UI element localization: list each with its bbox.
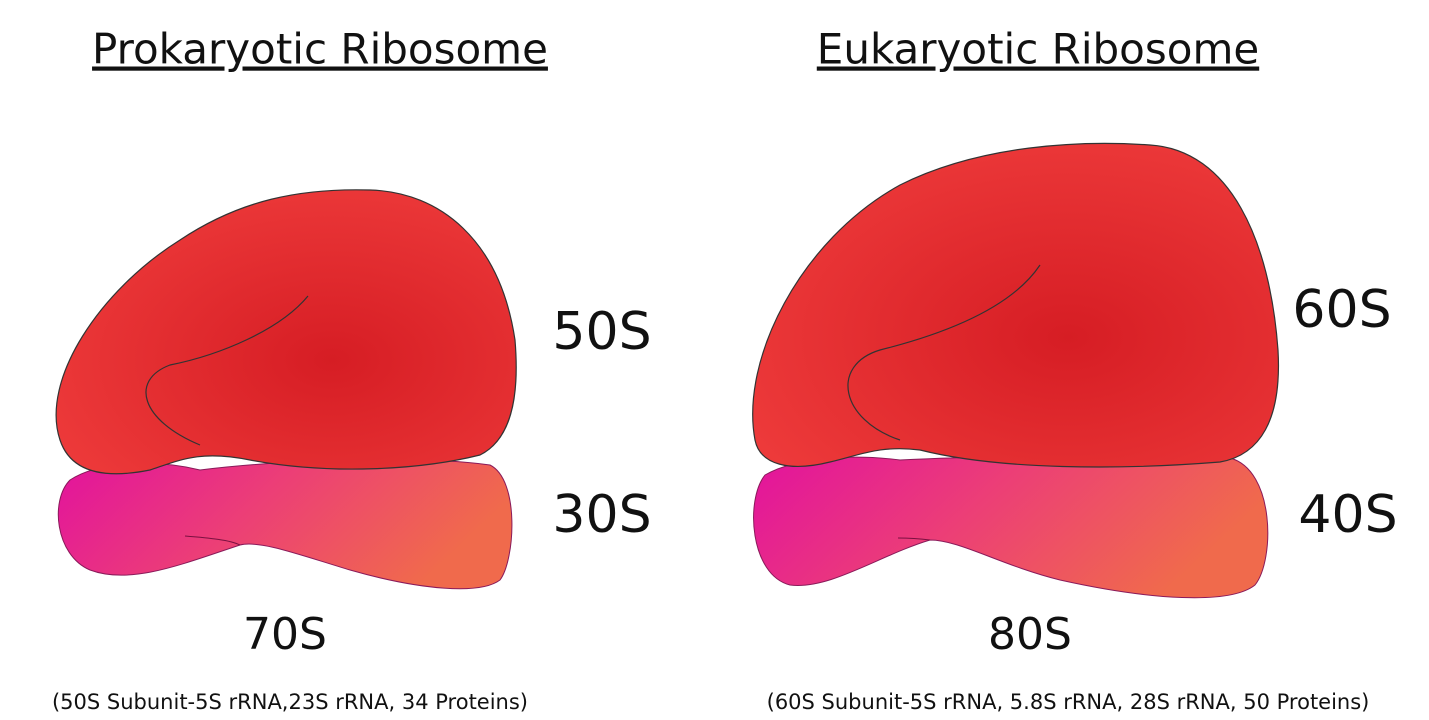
large-subunit-shape [752, 142, 1280, 468]
large-subunit-label: 60S [1292, 280, 1391, 340]
large-subunit-shape [55, 189, 517, 475]
large-subunit-label: 50S [552, 302, 651, 362]
small-subunit-label: 40S [1298, 485, 1397, 545]
eukaryotic-panel: Eukaryotic Ribosome 60S 40S 80S (60S Sub… [752, 25, 1398, 714]
composition: (50S Subunit-5S rRNA,23S rRNA, 34 Protei… [52, 690, 528, 714]
composition: (60S Subunit-5S rRNA, 5.8S rRNA, 28S rRN… [767, 690, 1370, 714]
panel-title: Prokaryotic Ribosome [92, 25, 548, 74]
total-label: 70S [243, 609, 327, 660]
large-subunit-fold [145, 295, 309, 446]
panel-title: Eukaryotic Ribosome [817, 25, 1259, 74]
large-subunit-fold [847, 264, 1041, 441]
small-subunit-label: 30S [552, 485, 651, 545]
small-subunit-shape [753, 455, 1269, 599]
small-subunit-shape [57, 459, 513, 590]
small-subunit-groove [897, 537, 931, 541]
prokaryotic-panel: Prokaryotic Ribosome 50S 30S 70S (50S Su… [52, 25, 652, 715]
small-subunit-groove [184, 535, 241, 546]
total-label: 80S [988, 609, 1072, 660]
